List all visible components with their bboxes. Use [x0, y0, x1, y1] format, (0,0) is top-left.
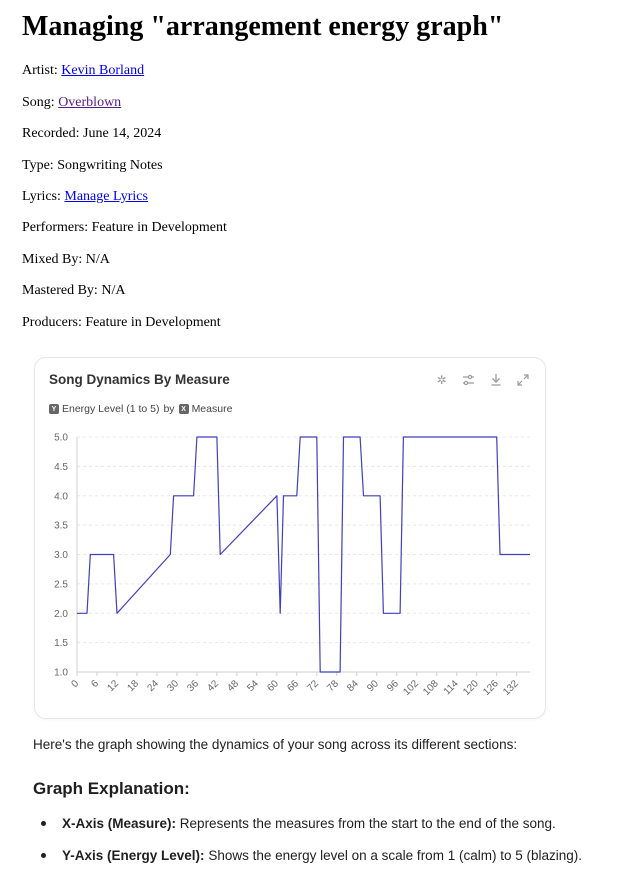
detail-mixed-by: Mixed By: N/A	[22, 252, 110, 267]
bullet-term: X-Axis (Measure):	[62, 816, 177, 831]
y-tick-label: 4.0	[54, 491, 68, 502]
song-link[interactable]: Overblown	[58, 95, 122, 110]
detail-type: Type: Songwriting Notes	[22, 158, 163, 173]
y-tick-label: 1.0	[54, 668, 68, 679]
list-item: Y-Axis (Energy Level): Shows the energy …	[33, 837, 618, 869]
chart-subtitle: Y Energy Level (1 to 5) by X Measure	[49, 403, 232, 415]
chart-plot: 1.01.52.02.53.03.54.04.55.00 6 12 18 24 30 36 4…	[54, 433, 530, 698]
manage-lyrics-link[interactable]: Manage Lyrics	[64, 189, 148, 204]
x-tick-label: 120	[461, 678, 481, 698]
by-word: by	[163, 403, 175, 415]
bullet-text: Represents the measures from the start t…	[176, 816, 556, 831]
x-tick-label: 114	[442, 678, 461, 697]
chart-toolbar: ✲	[433, 371, 531, 388]
expand-icon[interactable]	[514, 371, 531, 388]
y-tick-label: 5.0	[54, 433, 68, 444]
sparkle-icon[interactable]: ✲	[436, 372, 447, 387]
explanation-list: X-Axis (Measure): Represents the measure…	[33, 805, 618, 869]
x-tick-label: 60	[265, 678, 281, 694]
download-icon[interactable]	[487, 371, 504, 388]
x-tick-label: 48	[225, 678, 241, 694]
x-tick-label: 84	[345, 678, 361, 694]
detail-song: Song: Overblown	[22, 95, 122, 110]
detail-recorded: Recorded: June 14, 2024	[22, 126, 162, 141]
y-tick-label: 3.5	[54, 521, 68, 532]
x-tick-label: 126	[481, 678, 501, 698]
detail-performers: Performers: Feature in Development	[22, 220, 227, 235]
x-tick-label: 36	[185, 678, 201, 694]
explanation-heading: Graph Explanation:	[33, 779, 190, 798]
x-tick-label: 102	[401, 678, 421, 698]
intro-text: Here's the graph showing the dynamics of…	[33, 737, 518, 752]
y-tick-label: 1.5	[54, 638, 68, 649]
energy-series-line	[77, 436, 530, 673]
y-tick-label: 3.0	[54, 550, 68, 561]
y-tick-label: 4.5	[54, 462, 68, 473]
x-tick-label: 18	[125, 678, 141, 694]
y-tick-label: 2.0	[54, 609, 68, 620]
bullet-text: Shows the energy level on a scale from 1…	[204, 848, 582, 863]
x-tick-label: 72	[305, 678, 321, 694]
page-title: Managing "arrangement energy graph"	[22, 11, 504, 42]
x-tick-label: 30	[165, 678, 181, 694]
x-tick-label: 12	[105, 678, 121, 694]
chart-card: Song Dynamics By Measure ✲ Y Energy Leve…	[34, 357, 546, 719]
bullet-term: Y-Axis (Energy Level):	[62, 848, 205, 863]
y-tick-label: 2.5	[54, 579, 68, 590]
x-tick-label: 54	[245, 678, 261, 694]
x-tick-label: 96	[385, 678, 401, 694]
x-tick-label: 132	[501, 678, 521, 698]
y-axis-badge: Y	[49, 404, 59, 414]
y-field-label: Energy Level (1 to 5)	[62, 403, 160, 415]
x-tick-label: 108	[421, 678, 441, 698]
x-field-label: Measure	[191, 403, 233, 415]
chart-title: Song Dynamics By Measure	[49, 372, 230, 387]
x-tick-label: 78	[325, 678, 341, 694]
list-item: X-Axis (Measure): Represents the measure…	[33, 805, 618, 837]
x-tick-label: 6	[89, 678, 101, 690]
x-tick-label: 0	[69, 678, 81, 690]
x-tick-label: 66	[285, 678, 301, 694]
sliders-icon[interactable]	[460, 371, 477, 388]
detail-artist: Artist: Kevin Borland	[22, 63, 145, 78]
detail-mastered-by: Mastered By: N/A	[22, 283, 126, 298]
x-tick-label: 42	[205, 678, 221, 694]
detail-lyrics: Lyrics: Manage Lyrics	[22, 189, 148, 204]
x-axis-badge: X	[178, 404, 189, 414]
detail-producers: Producers: Feature in Development	[22, 315, 221, 330]
artist-link[interactable]: Kevin Borland	[61, 63, 145, 78]
x-tick-label: 90	[365, 678, 381, 694]
x-tick-label: 24	[145, 678, 161, 694]
